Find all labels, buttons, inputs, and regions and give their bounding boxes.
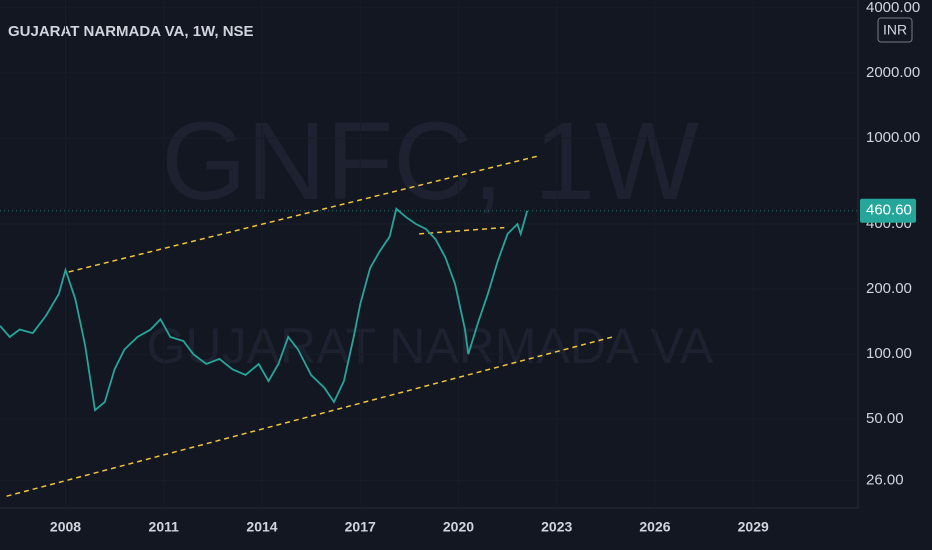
currency-badge[interactable] (877, 17, 913, 43)
trend-line (6, 336, 613, 497)
y-tick-label: 100.00 (866, 345, 912, 362)
x-tick-label: 2014 (246, 519, 277, 535)
y-tick-label: 200.00 (866, 280, 912, 297)
x-tick-label: 2020 (443, 519, 474, 535)
price-badge (860, 198, 916, 223)
x-tick-label: 2026 (639, 519, 670, 535)
y-tick-label: 1000.00 (866, 129, 920, 146)
x-tick-label: 2011 (149, 519, 180, 535)
currency-label: INR (883, 22, 907, 38)
price-line (0, 207, 529, 412)
y-tick-label: 26.00 (866, 471, 904, 488)
y-tick-label: 50.00 (866, 410, 904, 427)
x-tick-label: 2017 (345, 519, 376, 535)
watermark-subtitle: GUJARAT NARMADA VA (147, 318, 714, 374)
chart-title: GUJARAT NARMADA VA, 1W, NSE (8, 23, 254, 40)
y-tick-label: 2000.00 (866, 64, 920, 81)
y-tick-label: 4000.00 (866, 0, 920, 16)
x-tick-label: 2023 (541, 519, 572, 535)
x-tick-label: 2029 (738, 519, 769, 535)
price-badge-label: 460.60 (866, 202, 912, 219)
watermark: GNFC, 1W (161, 100, 699, 223)
x-tick-label: 2008 (50, 519, 81, 535)
